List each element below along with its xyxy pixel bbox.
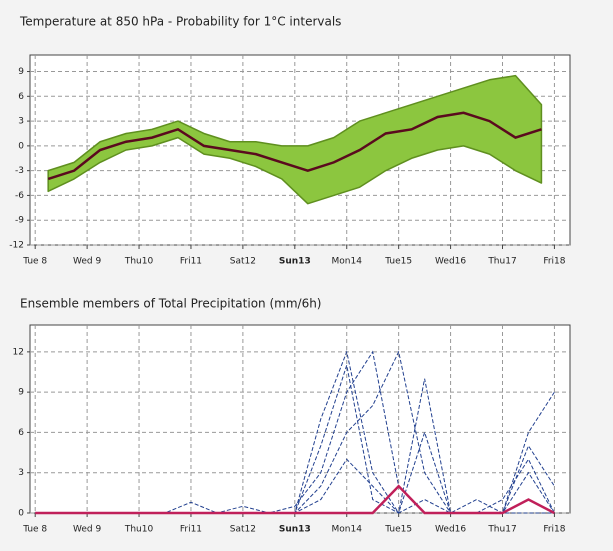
x-tick-label: Thu17	[487, 525, 516, 535]
x-tick-label: Sun13	[279, 257, 311, 267]
y-tick-label: 3	[18, 468, 24, 478]
series-line	[47, 111, 542, 181]
x-tick-label: Mon14	[332, 257, 363, 267]
x-tick-label: Wed 9	[73, 525, 101, 535]
x-tick-label: Wed16	[435, 257, 466, 267]
x-tick-label: Sat12	[230, 525, 256, 535]
series-line	[35, 484, 555, 515]
y-tick-label: 9	[18, 67, 24, 77]
x-tick-label: Tue 8	[22, 257, 47, 267]
x-tick-label: Wed16	[435, 525, 466, 535]
x-tick-label: Fri11	[180, 525, 202, 535]
y-tick-label: -6	[15, 191, 24, 201]
x-tick-label: Thu17	[487, 257, 516, 267]
y-tick-label: -12	[9, 241, 24, 251]
x-tick-label: Tue15	[384, 525, 412, 535]
x-tick-label: Fri18	[543, 257, 565, 267]
x-tick-label: Sat12	[230, 257, 256, 267]
y-tick-label: -3	[15, 166, 24, 176]
x-tick-label: Mon14	[332, 525, 363, 535]
chart-title: Temperature at 850 hPa - Probability for…	[19, 15, 341, 29]
y-tick-label: 0	[18, 141, 24, 151]
x-tick-label: Fri18	[543, 525, 565, 535]
x-tick-label: Sun13	[279, 525, 311, 535]
y-tick-label: 0	[18, 509, 24, 519]
x-tick-label: Thu10	[124, 525, 154, 535]
chart-title: Ensemble members of Total Precipitation …	[20, 297, 322, 311]
y-tick-label: 9	[18, 388, 24, 398]
y-tick-label: 6	[18, 92, 24, 102]
x-tick-label: Fri11	[180, 257, 202, 267]
y-tick-label: -9	[15, 216, 24, 226]
y-tick-label: 6	[18, 428, 24, 438]
x-tick-label: Wed 9	[73, 257, 101, 267]
x-tick-label: Tue 8	[22, 525, 47, 535]
x-tick-label: Thu10	[124, 257, 154, 267]
probability-band	[47, 74, 543, 205]
y-tick-label: 3	[18, 117, 24, 127]
x-tick-label: Tue15	[384, 257, 412, 267]
plot-area	[29, 324, 571, 514]
y-tick-label: 12	[13, 347, 24, 357]
